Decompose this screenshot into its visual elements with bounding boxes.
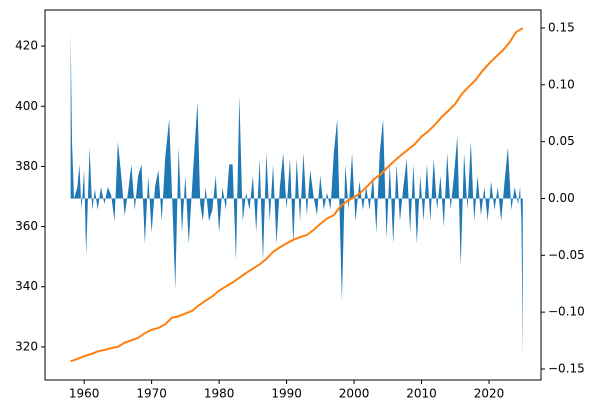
x-tick-label: 2010 — [406, 387, 437, 401]
x-tick-label: 1980 — [204, 387, 235, 401]
y2-tick-label: −0.10 — [548, 305, 585, 319]
y2-tick-label: −0.05 — [548, 248, 585, 262]
y2-tick-label: −0.15 — [548, 361, 585, 375]
y-tick-label: 320 — [15, 339, 38, 353]
y2-tick-label: 0.15 — [548, 20, 575, 34]
y-tick-label: 360 — [15, 219, 38, 233]
line — [70, 27, 524, 363]
area — [70, 32, 523, 358]
y2-tick-label: 0.05 — [548, 134, 575, 148]
y2-tick-label: 0.00 — [548, 191, 575, 205]
y-tick-label: 340 — [15, 279, 38, 293]
x-tick-label: 2020 — [474, 387, 505, 401]
plot-frame — [44, 9, 542, 381]
x-tick-label: 1960 — [69, 387, 100, 401]
y-tick-label: 400 — [15, 99, 38, 113]
y-tick-label: 420 — [15, 39, 38, 53]
x-tick-label: 2000 — [339, 387, 370, 401]
x-tick-label: 1990 — [271, 387, 302, 401]
y2-tick-label: 0.10 — [548, 77, 575, 91]
x-tick-label: 1970 — [136, 387, 167, 401]
y-tick-label: 380 — [15, 159, 38, 173]
